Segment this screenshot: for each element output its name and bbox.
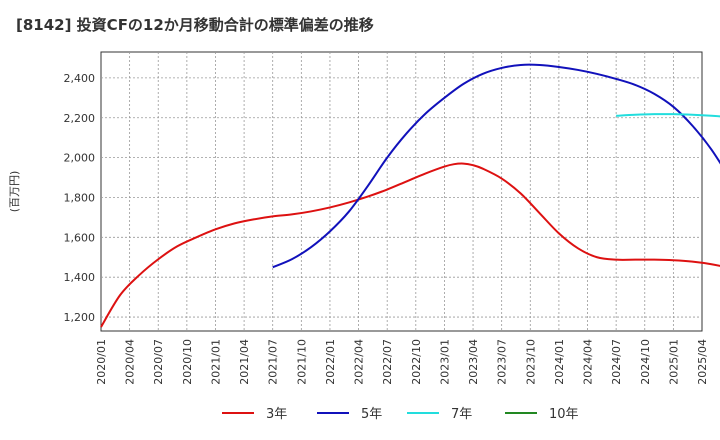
x-tick-label: 2025/04	[696, 339, 709, 385]
x-tick-label: 2024/10	[639, 339, 652, 385]
x-tick-label: 2022/07	[381, 339, 394, 385]
x-tick-label: 2021/10	[295, 339, 308, 385]
legend-label: 5年	[361, 407, 382, 422]
x-tick-label: 2024/01	[553, 339, 566, 385]
x-tick-label: 2023/10	[524, 339, 537, 385]
x-tick-label: 2021/04	[238, 339, 251, 385]
y-tick-label: 2,000	[64, 152, 96, 165]
x-tick-label: 2021/07	[267, 339, 280, 385]
legend-label: 7年	[451, 407, 472, 422]
y-tick-label: 2,400	[64, 72, 96, 85]
x-tick-label: 2020/10	[181, 339, 194, 385]
y-tick-label: 1,800	[64, 191, 96, 204]
x-tick-label: 2022/10	[410, 339, 423, 385]
legend-label: 10年	[549, 407, 579, 422]
series-line-1	[272, 63, 720, 269]
x-tick-label: 2020/01	[95, 339, 108, 385]
series-line-0	[100, 162, 720, 328]
x-tick-label: 2025/01	[667, 339, 680, 385]
x-tick-label: 2022/01	[324, 339, 337, 385]
x-tick-label: 2023/04	[467, 339, 480, 385]
x-tick-label: 2024/07	[610, 339, 623, 385]
y-tick-label: 1,600	[64, 231, 96, 244]
chart-title: [8142] 投資CFの12か月移動合計の標準偏差の推移	[16, 16, 374, 34]
x-tick-label: 2023/01	[438, 339, 451, 385]
x-tick-label: 2022/04	[353, 339, 366, 385]
x-tick-label: 2020/04	[124, 339, 137, 385]
x-tick-label: 2023/07	[496, 339, 509, 385]
y-axis-label: (百万円)	[8, 171, 21, 213]
x-tick-label: 2020/07	[152, 339, 165, 385]
plot-area	[100, 51, 703, 332]
y-tick-label: 1,400	[64, 271, 96, 284]
y-tick-label: 1,200	[64, 311, 96, 324]
x-tick-label: 2021/01	[209, 339, 222, 385]
legend-label: 3年	[266, 407, 287, 422]
y-tick-label: 2,200	[64, 112, 96, 125]
series-line-2	[616, 113, 720, 118]
x-tick-label: 2024/04	[582, 339, 595, 385]
